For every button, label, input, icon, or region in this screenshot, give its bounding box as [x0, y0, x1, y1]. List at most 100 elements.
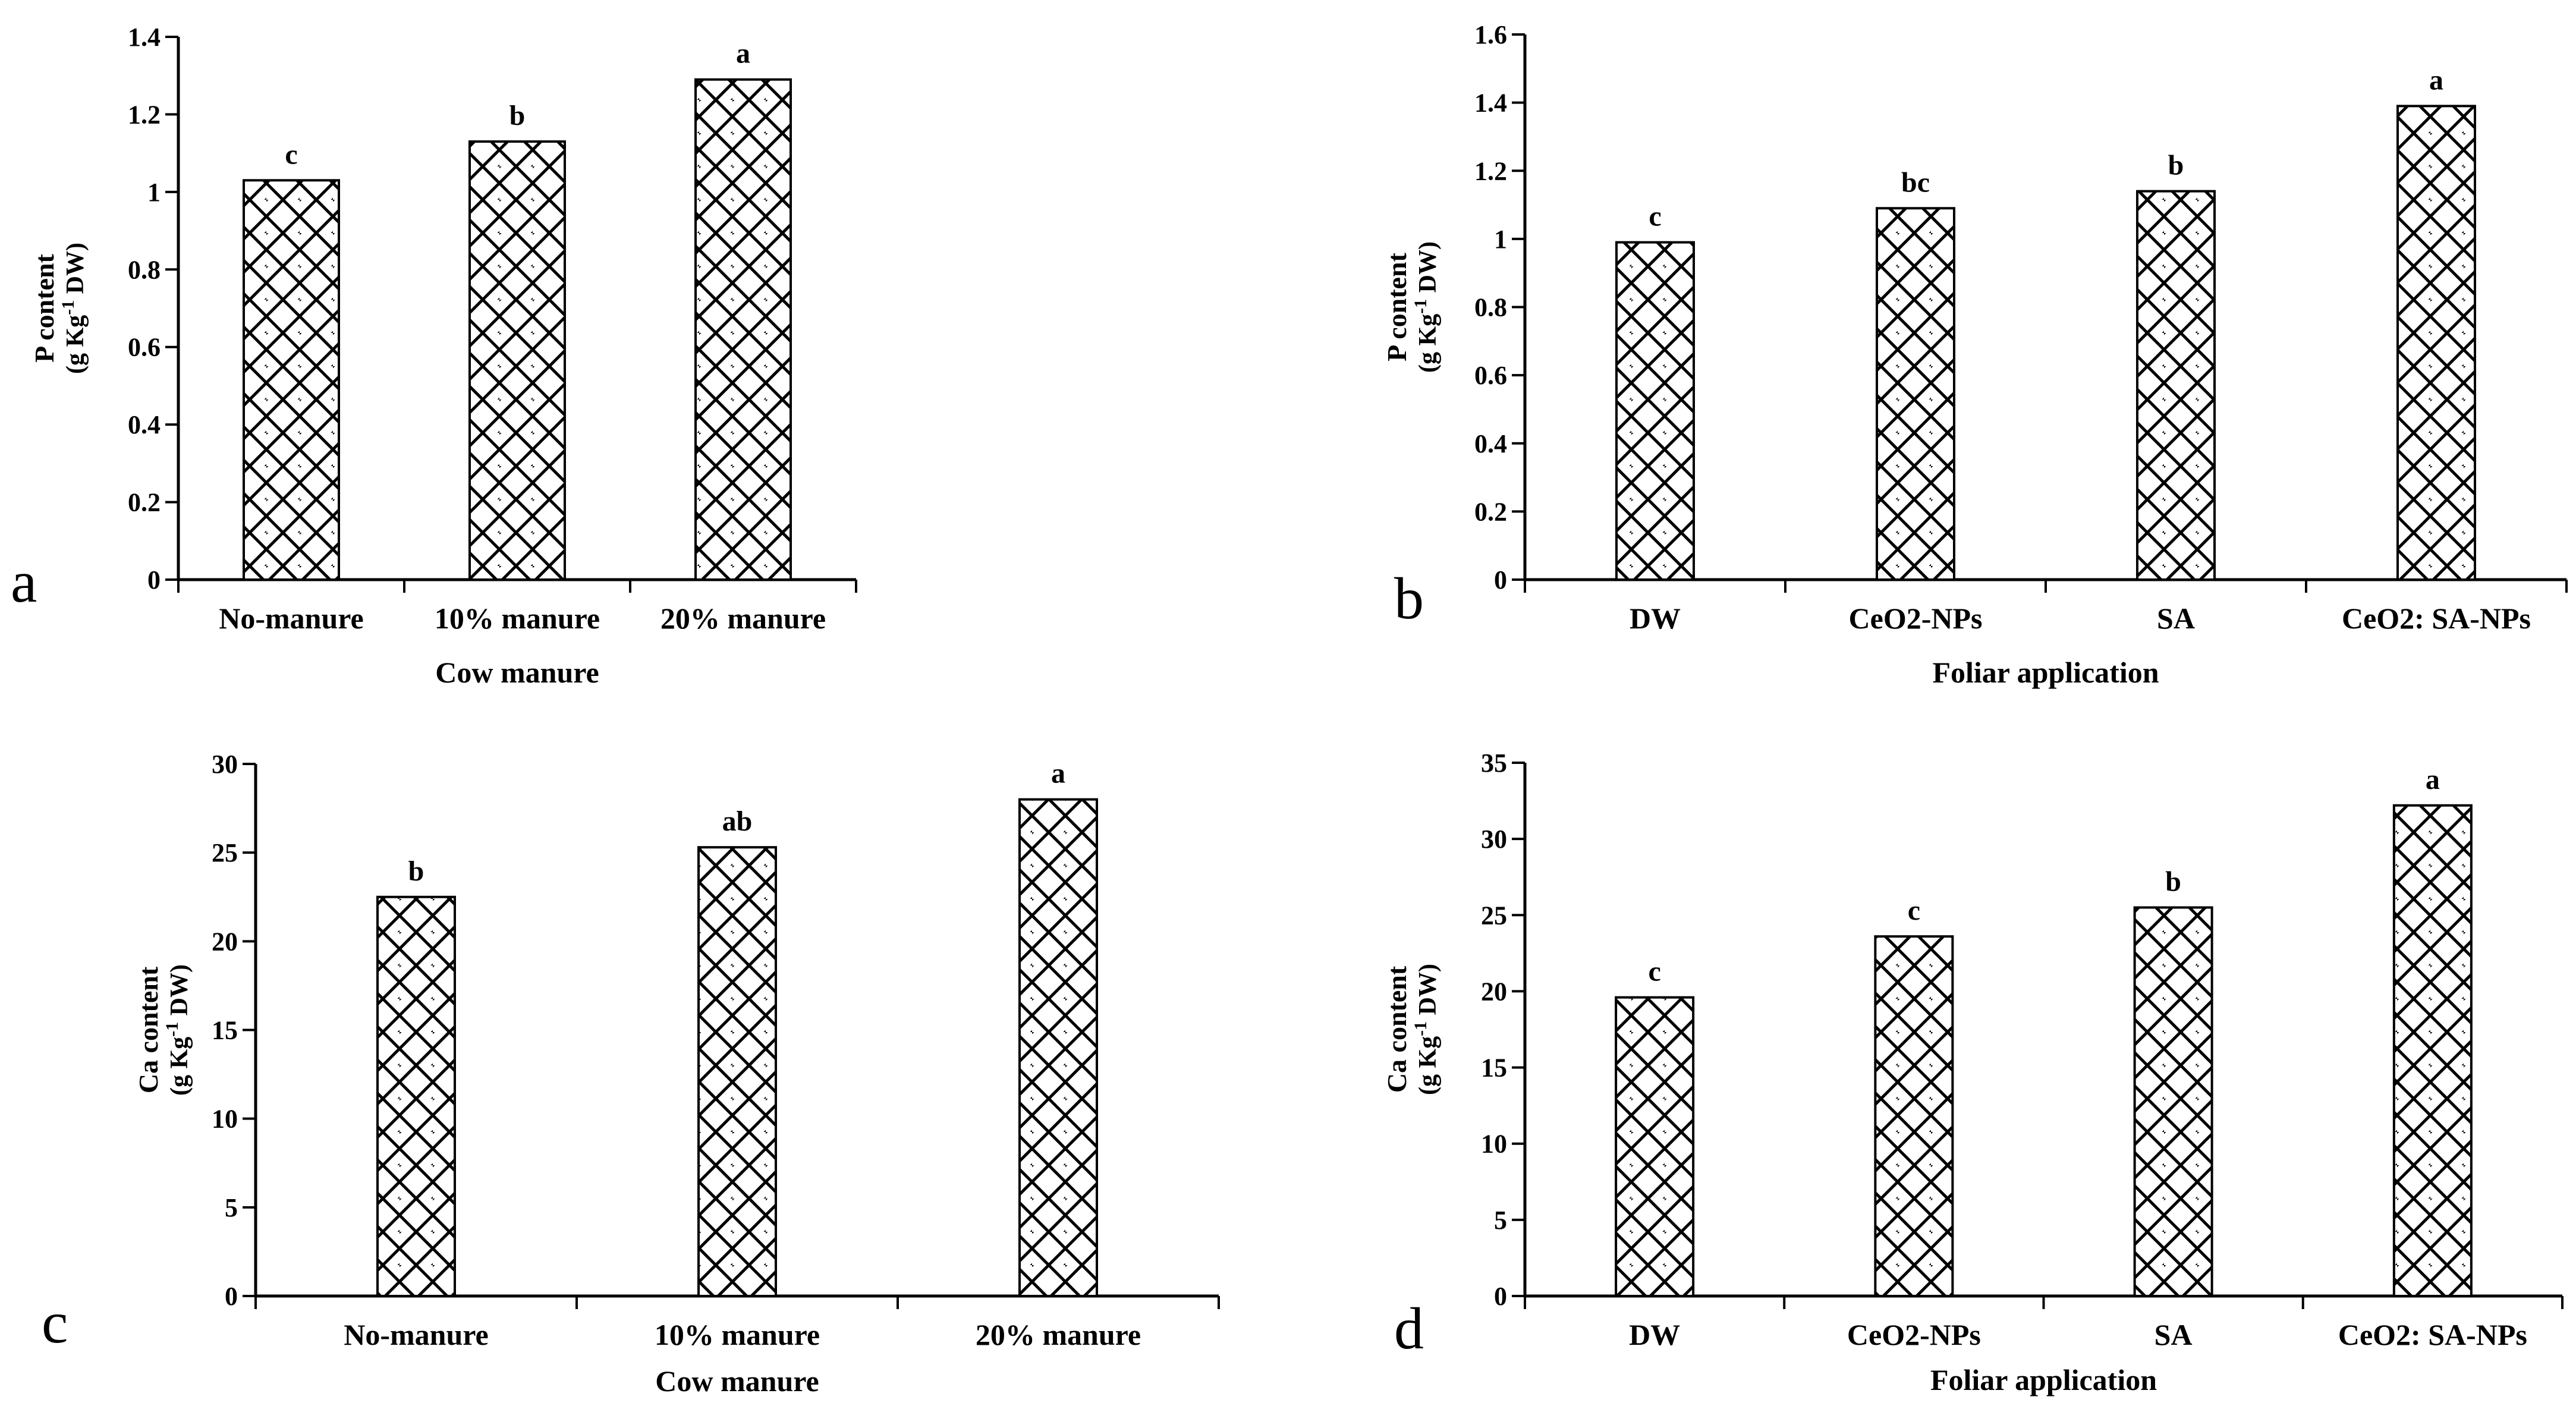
y-tick-label: 5: [1494, 1206, 1507, 1235]
significance-label: b: [408, 855, 424, 887]
y-tick-label: 0: [1494, 565, 1507, 595]
panel-letter: d: [1394, 1295, 1424, 1361]
x-tick-label: DW: [1630, 602, 1681, 635]
y-tick-label: 1.4: [128, 23, 161, 52]
bar: [1615, 996, 1695, 1298]
significance-label: ab: [722, 806, 753, 837]
significance-label: b: [2165, 866, 2181, 897]
significance-label: bc: [1901, 166, 1930, 198]
y-tick-label: 25: [1481, 901, 1507, 930]
x-tick-label: CeO2: SA-NPs: [2342, 602, 2531, 635]
bar: [2136, 190, 2216, 581]
y-tick-label: 10: [212, 1105, 238, 1134]
y-tick-label: 1.6: [1474, 20, 1507, 49]
y-axis-title: P content: [29, 253, 59, 362]
y-unit-pre: (g Kg: [1414, 1036, 1442, 1095]
significance-label: a: [2429, 64, 2443, 96]
y-tick-label: 15: [212, 1016, 238, 1045]
y-tick-label: 30: [212, 750, 238, 779]
bar: [1874, 935, 1954, 1298]
x-tick-label: SA: [2154, 1318, 2193, 1351]
y-tick-label: 1.4: [1474, 89, 1507, 118]
bar: [1876, 207, 1955, 581]
significance-label: a: [736, 38, 750, 70]
y-unit-post: DW): [166, 964, 193, 1022]
bar: [697, 846, 777, 1297]
y-tick-label: 10: [1481, 1130, 1507, 1159]
panel-letter: a: [11, 549, 37, 615]
bar: [1615, 241, 1695, 581]
x-axis-title: Cow manure: [655, 1364, 819, 1398]
y-unit-pre: (g Kg: [1414, 314, 1442, 373]
bar: [2133, 906, 2213, 1297]
x-axis-title: Cow manure: [435, 656, 599, 689]
y-unit-sup: -1: [162, 1022, 182, 1037]
x-tick-label: No-manure: [344, 1318, 489, 1351]
x-tick-label: CeO2: SA-NPs: [2338, 1318, 2527, 1351]
significance-label: a: [2426, 764, 2440, 795]
bar: [1018, 798, 1098, 1297]
bar: [2396, 105, 2476, 581]
y-tick-label: 35: [1481, 748, 1507, 778]
x-tick-label: DW: [1629, 1318, 1680, 1351]
y-tick-label: 0.4: [1474, 429, 1507, 458]
x-tick-label: 10% manure: [435, 602, 600, 635]
y-unit-post: DW): [1414, 241, 1442, 299]
x-tick-label: No-manure: [219, 602, 364, 635]
y-axis-unit: (g Kg-1 DW): [1411, 964, 1442, 1095]
y-unit-sup: -1: [58, 300, 78, 315]
y-axis-title: Ca content: [133, 966, 163, 1093]
y-tick-label: 1.2: [128, 100, 161, 129]
y-axis-title: Ca content: [1382, 965, 1412, 1093]
panel-b: 0 0.2 0.4 0.6 0.8 1 1.2 1.4 1.6 c DW bc CeO2-NPs b SA a…: [1382, 20, 2568, 689]
significance-label: c: [285, 139, 297, 170]
y-tick-label: 0.6: [128, 333, 161, 362]
x-tick-label: 20% manure: [976, 1318, 1141, 1351]
y-unit-pre: (g Kg: [166, 1037, 193, 1096]
x-tick-label: 10% manure: [655, 1318, 820, 1351]
significance-label: c: [1908, 895, 1920, 926]
y-tick-label: 25: [212, 838, 238, 867]
y-tick-label: 0.6: [1474, 361, 1507, 390]
y-tick-label: 0: [1494, 1282, 1507, 1311]
y-tick-label: 30: [1481, 825, 1507, 854]
panel-letter: c: [42, 1289, 68, 1355]
x-axis-title: Foliar application: [1932, 656, 2159, 689]
y-tick-label: 20: [212, 927, 238, 956]
y-unit-post: DW): [1414, 964, 1442, 1021]
y-tick-label: 1: [1494, 225, 1507, 254]
y-axis-unit: (g Kg-1 DW): [58, 243, 89, 374]
significance-label: c: [1649, 201, 1661, 232]
x-tick-label: SA: [2157, 602, 2195, 635]
significance-label: b: [2168, 150, 2184, 181]
panel-letter: b: [1394, 565, 1424, 631]
y-tick-label: 0: [225, 1282, 238, 1311]
significance-label: a: [1051, 758, 1065, 790]
x-tick-label: CeO2-NPs: [1847, 1318, 1981, 1351]
x-tick-label: 20% manure: [660, 602, 826, 635]
bar: [694, 78, 792, 581]
y-tick-label: 1: [147, 178, 161, 207]
y-tick-label: 0.2: [1474, 497, 1507, 526]
y-unit-sup: -1: [1411, 299, 1430, 314]
x-axis-title: Foliar application: [1930, 1363, 2157, 1396]
significance-label: b: [509, 100, 526, 131]
y-unit-post: DW): [62, 243, 89, 300]
significance-label: c: [1648, 956, 1660, 987]
bar: [376, 895, 456, 1297]
bar: [468, 140, 566, 581]
x-tick-label: CeO2-NPs: [1849, 602, 1983, 635]
bar: [243, 179, 340, 581]
y-axis-unit: (g Kg-1 DW): [162, 964, 193, 1096]
bar: [2392, 804, 2473, 1297]
y-tick-label: 15: [1481, 1053, 1507, 1083]
y-tick-label: 0: [147, 565, 161, 595]
y-tick-label: 0.2: [128, 488, 161, 517]
y-unit-sup: -1: [1411, 1021, 1430, 1036]
y-unit-pre: (g Kg: [62, 315, 89, 374]
panel-d: 0 5 10 15 20 25 30 35 c DW c CeO2-NPs b SA a CeO2: SA-N…: [1382, 748, 2564, 1396]
y-axis-title: P content: [1382, 252, 1412, 361]
y-tick-label: 0.8: [1474, 293, 1507, 322]
panel-c: 0 5 10 15 20 25 30 b No-manure ab 10% manure a 20% m…: [42, 750, 1220, 1398]
